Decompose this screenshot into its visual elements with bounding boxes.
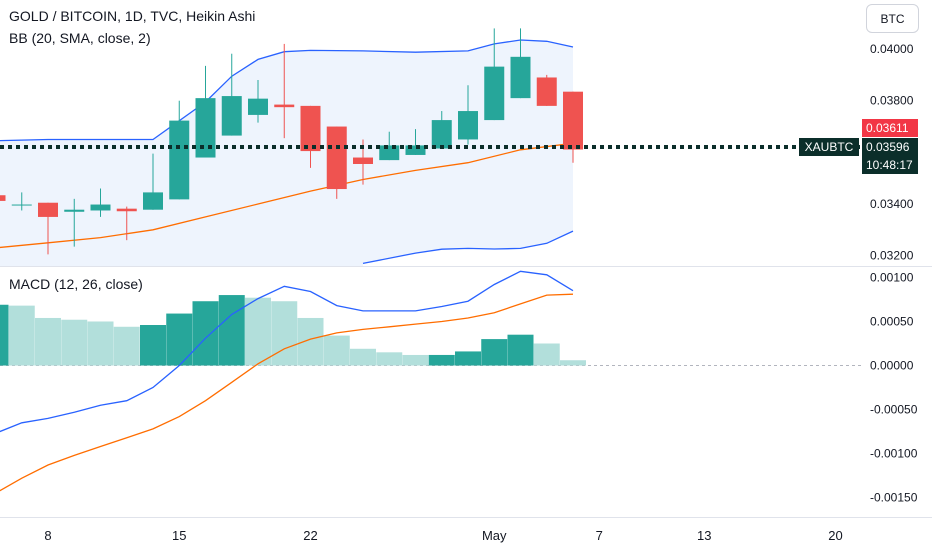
histogram-bar	[218, 295, 245, 366]
macd-signal-line	[0, 293, 574, 492]
candle-body	[0, 195, 6, 201]
histogram-bar	[113, 326, 140, 366]
histogram-bar	[455, 351, 481, 366]
price-tick-label: 0.03400	[870, 197, 914, 211]
histogram-bar	[323, 335, 350, 366]
open-price-tag: 0.03611	[862, 119, 918, 137]
candle-body	[326, 126, 347, 190]
histogram-bar	[245, 297, 271, 366]
histogram-bar	[402, 354, 429, 366]
currency-badge[interactable]: BTC	[866, 4, 919, 33]
histogram-bar	[140, 325, 166, 366]
candle-body	[405, 145, 426, 155]
candle-body	[116, 208, 137, 212]
histogram-bar	[428, 354, 455, 366]
histogram-bar	[87, 321, 114, 366]
histogram-bar	[192, 301, 219, 366]
macd-tick-label: 0.00000	[870, 359, 914, 373]
candle-body	[248, 98, 268, 115]
symbol-tag: XAUBTC	[799, 138, 859, 156]
macd-line	[0, 270, 574, 433]
time-tick-label: 8	[44, 528, 51, 543]
macd-tick-label: 0.00050	[870, 314, 914, 328]
histogram-bar	[35, 317, 61, 366]
candle-body	[143, 192, 163, 210]
histogram-bar	[297, 317, 324, 366]
bollinger-basis-line	[0, 142, 574, 249]
candle-body	[536, 77, 557, 106]
candle-body	[379, 145, 400, 161]
histogram-bar	[481, 339, 508, 366]
price-tick-label: 0.03800	[870, 94, 914, 108]
histogram-bar	[0, 304, 9, 366]
time-tick-label: 13	[697, 528, 711, 543]
time-tick-label: 7	[596, 528, 603, 543]
histogram-bar	[560, 360, 586, 366]
histogram-bar	[533, 343, 560, 366]
candle-body	[169, 120, 190, 200]
histogram-bar	[8, 305, 35, 366]
macd-legend[interactable]: MACD (12, 26, close)	[9, 276, 143, 292]
bollinger-upper-line	[0, 39, 574, 142]
histogram-bar	[166, 313, 193, 366]
candle-body	[458, 111, 478, 140]
time-tick-label: 15	[172, 528, 186, 543]
bollinger-legend[interactable]: BB (20, SMA, close, 2)	[9, 30, 151, 46]
bollinger-lower-line	[362, 230, 574, 265]
candle-body	[353, 157, 373, 164]
time-tick-label: May	[482, 528, 507, 543]
main-series-title[interactable]: GOLD / BITCOIN, 1D, TVC, Heikin Ashi	[9, 8, 256, 24]
candle-body	[195, 98, 216, 158]
candle-body	[510, 56, 531, 99]
last-price-tag: 0.03596	[862, 138, 918, 156]
macd-histogram	[0, 295, 586, 366]
histogram-bar	[376, 352, 403, 366]
candle-body	[484, 66, 505, 121]
histogram-bar	[271, 301, 298, 366]
macd-axis[interactable]: 0.00100 0.00050 0.00000 -0.00050 -0.00100 -0.…	[870, 270, 918, 504]
candles	[0, 28, 583, 255]
candle-body	[431, 120, 452, 149]
candle-body	[11, 204, 32, 206]
time-tick-label: 20	[828, 528, 842, 543]
candle-body	[274, 104, 295, 108]
candle-body	[300, 105, 321, 152]
candle-body	[563, 91, 583, 150]
price-tick-label: 0.04000	[870, 42, 914, 56]
time-axis[interactable]: 8 15 22 May 7 13 20	[44, 528, 842, 543]
histogram-bar	[350, 348, 376, 366]
macd-tick-label: 0.00100	[870, 270, 914, 284]
countdown-tag: 10:48:17	[862, 156, 918, 174]
histogram-bar	[507, 334, 534, 366]
macd-tick-label: -0.00150	[870, 491, 918, 505]
macd-tick-label: -0.00050	[870, 403, 918, 417]
candle-body	[64, 209, 85, 212]
candle-body	[90, 204, 111, 211]
macd-pane[interactable]: 0.00100 0.00050 0.00000 -0.00050 -0.00100 -0.…	[0, 270, 918, 505]
candle-body	[221, 96, 242, 136]
candle-body	[38, 202, 58, 217]
price-tick-label: 0.03200	[870, 249, 914, 263]
macd-tick-label: -0.00100	[870, 447, 918, 461]
histogram-bar	[61, 319, 88, 366]
time-tick-label: 22	[303, 528, 317, 543]
